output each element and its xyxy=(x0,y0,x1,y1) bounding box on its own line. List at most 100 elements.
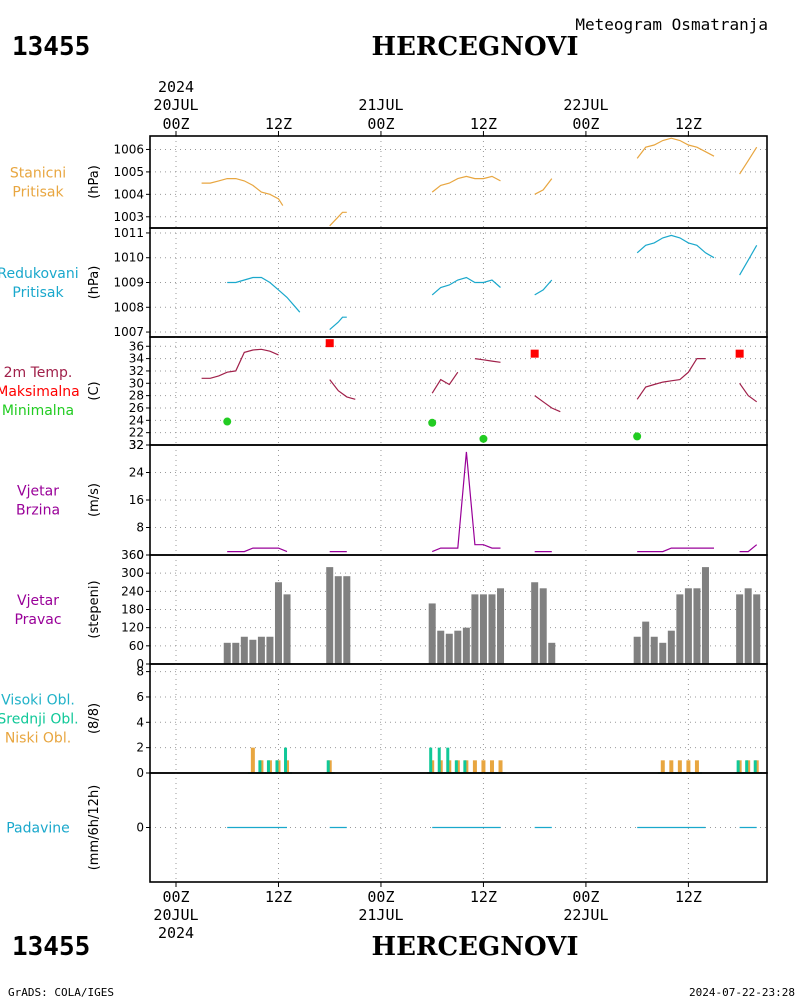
direction-bar xyxy=(454,630,462,664)
y-tick-label: 6 xyxy=(136,690,144,704)
series-line xyxy=(431,276,501,296)
y-tick-label: 34 xyxy=(129,352,144,366)
x-tick-label-top: 00Z xyxy=(367,115,394,133)
y-tick-label: 240 xyxy=(121,584,144,598)
panel-station_pressure: 1003 1004 1005 1006 (hPa) Stanicni Pritisak xyxy=(10,135,768,229)
x-tick-label-bottom: 00Z xyxy=(367,888,394,906)
y-tick-label: 26 xyxy=(129,401,144,415)
y-tick-label: 8 xyxy=(136,521,144,535)
panel-label: Padavine xyxy=(6,821,70,837)
y-tick-label: 60 xyxy=(129,639,144,653)
panel-label: Pritisak xyxy=(12,285,64,301)
y-tick-label: 30 xyxy=(129,376,144,390)
panels: 1003100410051006(hPa)StanicniPritisak100… xyxy=(0,135,768,883)
panel-frame xyxy=(149,663,768,774)
footer-station-name: HERCEGNOVI xyxy=(372,932,579,962)
x-date-label-bottom: 21JUL xyxy=(358,906,403,924)
panel-label: Visoki Obl. xyxy=(1,693,75,709)
x-tick-label-top: 12Z xyxy=(675,115,702,133)
y-tick-label: 4 xyxy=(136,715,144,729)
cloud-mid-bar xyxy=(437,747,441,773)
x-tick-label-top: 12Z xyxy=(470,115,497,133)
top-year: 2024 xyxy=(158,78,194,96)
y-tick-label: 0 xyxy=(136,821,144,835)
y-tick-label: 180 xyxy=(121,603,144,617)
y-tick-label: 32 xyxy=(129,364,144,378)
direction-bar xyxy=(701,567,709,664)
series-line xyxy=(534,395,561,413)
y-axis-label: (m/s) xyxy=(87,483,102,517)
panel-label: Niski Obl. xyxy=(5,731,71,747)
direction-bar xyxy=(223,642,231,664)
y-axis-label: (stepeni) xyxy=(87,580,102,638)
series-line xyxy=(431,175,501,193)
direction-bar xyxy=(334,576,342,664)
cloud-mid-bar xyxy=(736,760,740,773)
series-line xyxy=(227,276,301,313)
panel-precipitation: 0 (mm/6h/12h) Padavine xyxy=(6,772,768,883)
x-tick-label-bottom: 00Z xyxy=(162,888,189,906)
direction-bar xyxy=(283,594,291,664)
y-tick-label: 1006 xyxy=(113,142,144,156)
direction-bar xyxy=(445,633,453,664)
series-line xyxy=(637,547,714,553)
cloud-mid-bar xyxy=(326,760,330,773)
panel-frame xyxy=(149,772,768,883)
cloud-low-bar xyxy=(660,760,665,773)
direction-bar xyxy=(642,621,650,664)
y-axis-label: (C) xyxy=(87,381,102,400)
panel-wind_direction: 0 60 120 180 240 300 360 (stepeni) Vjetar Pravac xyxy=(14,548,768,671)
y-tick-label: 32 xyxy=(129,438,144,452)
series-line xyxy=(739,544,758,553)
panel-label: Stanicni xyxy=(10,166,66,182)
y-tick-label: 2 xyxy=(136,741,144,755)
direction-bar xyxy=(753,594,761,664)
x-tick-label-bottom: 00Z xyxy=(572,888,599,906)
direction-bar xyxy=(326,567,334,664)
footer-station-id: 13455 xyxy=(12,932,90,962)
y-tick-label: 1010 xyxy=(113,251,144,265)
cloud-low-bar xyxy=(481,760,486,773)
series-line xyxy=(636,234,715,259)
direction-bar xyxy=(462,627,470,664)
panel-reduced_pressure: 1007 1008 1009 1010 1011 (hPa) Redukovani Priti… xyxy=(0,226,768,339)
direction-bar xyxy=(257,636,265,664)
direction-bar xyxy=(471,594,479,664)
y-tick-label: 1004 xyxy=(113,187,144,201)
y-tick-label: 1005 xyxy=(113,165,144,179)
panel-label: Vjetar xyxy=(17,484,59,500)
series-line xyxy=(534,178,553,195)
cloud-low-bar xyxy=(489,760,494,773)
y-tick-label: 300 xyxy=(121,566,144,580)
cloud-mid-bar xyxy=(284,747,288,773)
direction-bar xyxy=(343,576,351,664)
y-axis-label: (hPa) xyxy=(87,165,102,199)
direction-bar xyxy=(488,594,496,664)
footer-timestamp: 2024-07-22-23:28 xyxy=(689,986,795,999)
x-tick-label-top: 00Z xyxy=(162,115,189,133)
y-tick-label: 1011 xyxy=(113,226,144,240)
x-tick-label-bottom: 12Z xyxy=(675,888,702,906)
x-date-label-bottom: 20JUL xyxy=(153,906,198,924)
tmin-point xyxy=(223,417,232,426)
y-tick-label: 32 xyxy=(129,438,144,452)
panel-label: Pravac xyxy=(14,612,61,628)
panel-label: Redukovani xyxy=(0,266,79,282)
series-line xyxy=(201,178,284,206)
chart-subtitle: Meteogram Osmatranja xyxy=(575,15,768,34)
series-line xyxy=(431,451,501,553)
direction-bar xyxy=(633,636,641,664)
tmax-point xyxy=(530,349,539,358)
cloud-mid-bar xyxy=(745,760,749,773)
y-axis-label: (hPa) xyxy=(87,266,102,300)
y-tick-label: 22 xyxy=(129,426,144,440)
direction-bar xyxy=(744,588,752,664)
series-line xyxy=(636,358,706,400)
cloud-low-bar xyxy=(498,760,503,773)
panel-label: Srednji Obl. xyxy=(0,712,79,728)
direction-bar xyxy=(479,594,487,664)
panel-frame xyxy=(149,135,768,229)
y-tick-label: 0 xyxy=(136,657,144,671)
cloud-low-bar xyxy=(250,747,255,773)
